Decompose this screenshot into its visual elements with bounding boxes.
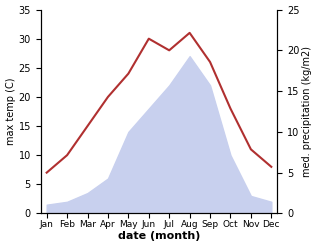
Y-axis label: med. precipitation (kg/m2): med. precipitation (kg/m2) bbox=[302, 46, 313, 177]
X-axis label: date (month): date (month) bbox=[118, 231, 200, 242]
Y-axis label: max temp (C): max temp (C) bbox=[5, 78, 16, 145]
